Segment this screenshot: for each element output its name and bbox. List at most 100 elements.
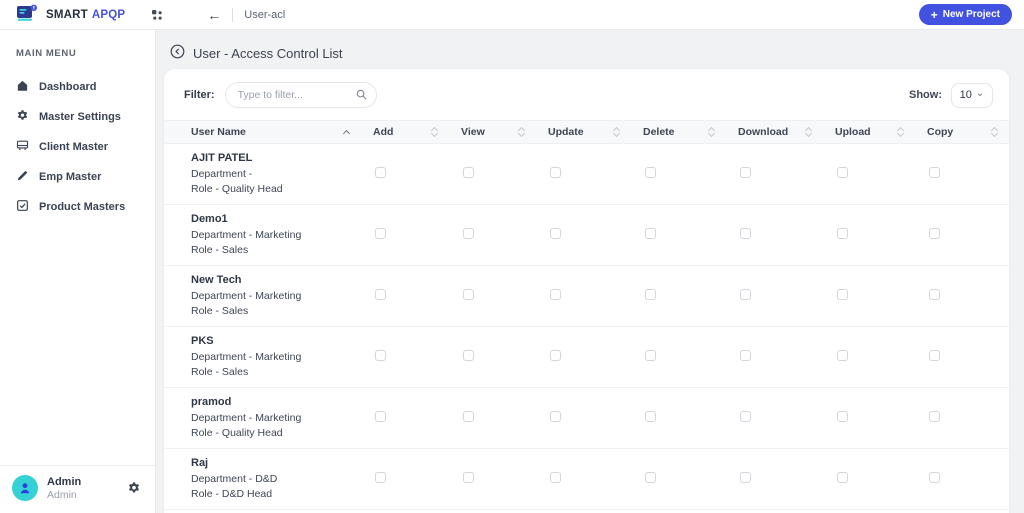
permission-checkbox-upload[interactable]: [837, 289, 848, 300]
permission-checkbox-add[interactable]: [375, 228, 386, 239]
app-logo[interactable]: SMART APQP: [16, 4, 125, 26]
sort-icon: [430, 126, 439, 138]
permission-checkbox-view[interactable]: [463, 228, 474, 239]
permission-checkbox-add[interactable]: [375, 411, 386, 422]
permission-checkbox-update[interactable]: [550, 289, 561, 300]
sidebar-item-label: Client Master: [39, 141, 109, 153]
permission-checkbox-upload[interactable]: [837, 472, 848, 483]
sidebar-item-label: Master Settings: [39, 111, 121, 123]
back-circle-icon[interactable]: [170, 44, 185, 62]
user-role: Role - D&D Head: [191, 488, 273, 500]
column-header-user-name[interactable]: User Name: [164, 120, 361, 144]
user-department: Department - Marketing: [191, 228, 302, 241]
permission-checkbox-view[interactable]: [463, 350, 474, 361]
permission-checkbox-delete[interactable]: [645, 350, 656, 361]
sidebar-item-emp-master[interactable]: Emp Master: [0, 162, 155, 192]
sidebar-item-master-settings[interactable]: Master Settings: [0, 102, 155, 132]
laptop-logo-icon: [16, 4, 38, 26]
top-bar: SMART APQP ← User-acl + New Project: [0, 0, 1024, 30]
permission-checkbox-update[interactable]: [550, 228, 561, 239]
column-header-upload[interactable]: Upload: [823, 120, 915, 144]
permission-checkbox-upload[interactable]: [837, 167, 848, 178]
permission-checkbox-download[interactable]: [740, 289, 751, 300]
permission-checkbox-delete[interactable]: [645, 167, 656, 178]
back-arrow-icon[interactable]: ←: [207, 6, 222, 23]
column-header-add[interactable]: Add: [361, 120, 449, 144]
avatar[interactable]: [12, 475, 38, 501]
sort-icon: [517, 126, 526, 138]
table-row: PKS Department - Marketing Role - Sales: [164, 326, 1009, 388]
permission-checkbox-copy[interactable]: [929, 411, 940, 422]
permission-checkbox-download[interactable]: [740, 167, 751, 178]
sidebar-section-label: MAIN MENU: [16, 48, 77, 59]
filter-label: Filter:: [184, 89, 215, 101]
permission-checkbox-delete[interactable]: [645, 228, 656, 239]
user-name: Raj: [191, 457, 209, 469]
brand-name: SMART APQP: [46, 8, 126, 21]
permission-checkbox-delete[interactable]: [645, 289, 656, 300]
sidebar: MAIN MENU Dashboard Master Settings Clie…: [0, 30, 156, 513]
permission-checkbox-add[interactable]: [375, 289, 386, 300]
permission-checkbox-view[interactable]: [463, 472, 474, 483]
permission-checkbox-delete[interactable]: [645, 472, 656, 483]
permission-checkbox-copy[interactable]: [929, 228, 940, 239]
user-role: Role - Sales: [191, 366, 249, 378]
permission-checkbox-update[interactable]: [550, 167, 561, 178]
permission-checkbox-update[interactable]: [550, 350, 561, 361]
permission-checkbox-add[interactable]: [375, 350, 386, 361]
permission-checkbox-download[interactable]: [740, 350, 751, 361]
permission-checkbox-copy[interactable]: [929, 472, 940, 483]
user-name: Demo1: [191, 213, 228, 225]
sort-icon: [990, 126, 999, 138]
new-project-button[interactable]: + New Project: [918, 4, 1012, 25]
permission-checkbox-delete[interactable]: [645, 411, 656, 422]
permission-checkbox-add[interactable]: [375, 167, 386, 178]
apps-grid-icon[interactable]: [151, 9, 163, 21]
column-header-view[interactable]: View: [449, 120, 536, 144]
sidebar-item-product-masters[interactable]: Product Masters: [0, 192, 155, 222]
column-label: Download: [738, 126, 789, 138]
search-icon: [356, 89, 367, 100]
permission-checkbox-copy[interactable]: [929, 350, 940, 361]
column-header-update[interactable]: Update: [536, 120, 631, 144]
sort-icon: [612, 126, 621, 138]
permission-checkbox-download[interactable]: [740, 228, 751, 239]
user-role: Role - Sales: [191, 305, 249, 317]
permission-checkbox-view[interactable]: [463, 411, 474, 422]
permission-checkbox-upload[interactable]: [837, 228, 848, 239]
column-label: View: [461, 126, 485, 138]
permission-checkbox-upload[interactable]: [837, 350, 848, 361]
page-size-select[interactable]: 10 ⌄: [951, 82, 993, 108]
permission-checkbox-download[interactable]: [740, 411, 751, 422]
permission-checkbox-view[interactable]: [463, 167, 474, 178]
permission-checkbox-update[interactable]: [550, 411, 561, 422]
column-header-copy[interactable]: Copy: [915, 120, 1009, 144]
column-label: Copy: [927, 126, 954, 138]
new-project-label: New Project: [942, 9, 1000, 20]
permission-checkbox-upload[interactable]: [837, 411, 848, 422]
permission-checkbox-download[interactable]: [740, 472, 751, 483]
user-department: Department - D&D: [191, 472, 278, 485]
main-content: User - Access Control List Filter: Show:…: [157, 30, 1024, 513]
user-name: PKS: [191, 335, 214, 347]
user-role: Role - Sales: [191, 244, 249, 256]
user-role: Role - Quality Head: [191, 427, 283, 439]
column-header-delete[interactable]: Delete: [631, 120, 726, 144]
sidebar-item-dashboard[interactable]: Dashboard: [0, 72, 155, 102]
permission-checkbox-add[interactable]: [375, 472, 386, 483]
column-header-download[interactable]: Download: [726, 120, 823, 144]
sidebar-item-client-master[interactable]: Client Master: [0, 132, 155, 162]
sidebar-menu: Dashboard Master Settings Client Master …: [0, 72, 155, 222]
filter-input[interactable]: [224, 82, 377, 108]
permission-checkbox-copy[interactable]: [929, 289, 940, 300]
permission-checkbox-copy[interactable]: [929, 167, 940, 178]
permission-checkbox-update[interactable]: [550, 472, 561, 483]
permission-checkbox-view[interactable]: [463, 289, 474, 300]
table-row: Raj Department - D&D Role - D&D Head: [164, 448, 1009, 510]
user-department: Department - Marketing: [191, 350, 302, 363]
sort-asc-icon: [342, 129, 351, 137]
settings-gear-icon[interactable]: [127, 481, 141, 495]
pencil-icon: [16, 169, 29, 185]
sidebar-user-section: Admin Admin: [0, 465, 155, 513]
